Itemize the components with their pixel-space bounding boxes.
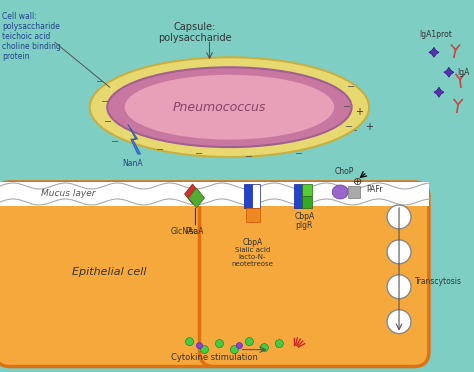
Text: teichoic acid: teichoic acid [2,32,50,41]
Circle shape [216,340,223,347]
Text: Capsule:
polysaccharide: Capsule: polysaccharide [158,22,231,43]
Text: Pneumococcus: Pneumococcus [173,101,266,114]
FancyBboxPatch shape [0,182,429,206]
FancyBboxPatch shape [200,182,429,366]
Text: Cytokine stimulation: Cytokine stimulation [171,353,258,362]
Text: −: − [195,149,203,159]
Polygon shape [444,67,454,77]
Text: −: − [345,122,353,132]
Text: Cell wall:: Cell wall: [2,12,37,22]
Text: −: − [343,102,351,112]
Polygon shape [128,124,141,154]
FancyBboxPatch shape [0,182,225,366]
Text: CbpA: CbpA [242,238,263,247]
Circle shape [197,343,202,349]
Circle shape [275,340,283,347]
Polygon shape [434,87,444,97]
Text: -: - [354,125,357,135]
Bar [294,184,302,208]
Circle shape [230,346,238,354]
Circle shape [246,338,254,346]
Text: Epithelial cell: Epithelial cell [73,267,147,277]
Circle shape [387,205,411,229]
Bar [302,184,312,196]
Text: PsaA: PsaA [185,227,204,236]
Circle shape [185,338,193,346]
Ellipse shape [107,67,352,147]
Text: CbpA: CbpA [294,212,314,221]
Text: +: + [355,107,363,117]
Text: Mucus layer: Mucus layer [41,189,95,199]
Circle shape [201,346,209,354]
Circle shape [237,343,242,349]
Text: polysaccharide: polysaccharide [2,22,60,31]
Text: NanA: NanA [122,159,143,168]
Circle shape [260,344,268,352]
Ellipse shape [332,185,348,199]
Text: ⊕: ⊕ [354,177,363,187]
Bar [302,196,312,208]
Bar [252,184,260,208]
Text: −: − [347,82,355,92]
Polygon shape [429,47,439,57]
Polygon shape [189,188,204,208]
Bar [245,184,252,208]
Circle shape [387,240,411,264]
Bar [348,186,360,198]
Polygon shape [184,184,201,204]
Text: −: − [96,77,104,87]
Text: IgA1prot: IgA1prot [419,30,452,39]
Text: −: − [295,149,303,159]
Text: IgA: IgA [457,68,469,77]
Bar [246,208,260,222]
Circle shape [387,275,411,299]
Ellipse shape [125,75,334,140]
Text: Transcytosis: Transcytosis [415,277,462,286]
Text: choline binding: choline binding [2,42,61,51]
Circle shape [387,310,411,334]
Text: +: + [365,122,373,132]
Text: −: − [155,145,164,155]
Text: PAFr: PAFr [366,186,383,195]
Ellipse shape [90,57,369,157]
Text: −: − [246,152,254,162]
Text: −: − [100,97,109,107]
Text: −: − [104,117,112,127]
Text: protein: protein [2,52,29,61]
Text: pIgR: pIgR [296,221,313,230]
Text: −: − [110,137,119,147]
Text: ChoP: ChoP [335,167,354,176]
Text: Sialic acid
lacto-N-
neotetreose: Sialic acid lacto-N- neotetreose [231,247,273,267]
Text: GlcNAc: GlcNAc [171,227,198,236]
